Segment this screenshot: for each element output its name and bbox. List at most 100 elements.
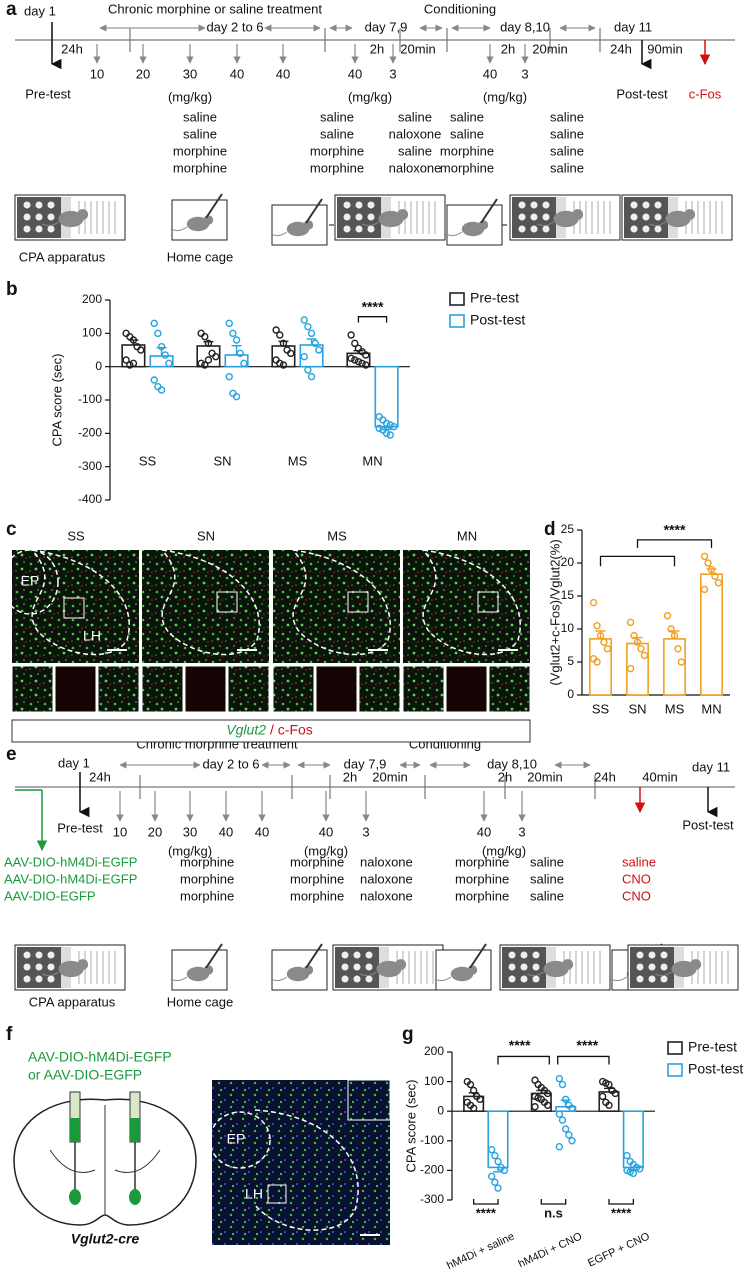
cpa-apparatus — [520, 963, 528, 971]
y-tick-label: -200 — [420, 1163, 444, 1177]
data-point — [375, 424, 383, 433]
cpa-apparatus — [47, 951, 55, 959]
image-title: MS — [327, 528, 347, 543]
cpa-apparatus — [343, 213, 351, 221]
group-label: saline — [550, 126, 584, 141]
data-point — [605, 1101, 613, 1109]
data-point — [229, 329, 237, 338]
syringe — [205, 943, 223, 969]
data-point — [600, 638, 608, 646]
significance-bracket — [636, 539, 713, 548]
cpa-apparatus — [23, 225, 31, 233]
group-label: morphine — [455, 854, 509, 869]
virus-label: AAV-DIO-EGFP — [4, 888, 96, 903]
syringe — [305, 198, 323, 224]
data-point — [304, 366, 312, 374]
mouse-icon — [360, 971, 377, 977]
group-label: morphine — [180, 854, 234, 869]
data-point — [161, 351, 169, 359]
cpa-apparatus — [355, 201, 363, 209]
cpa-apparatus — [35, 225, 43, 233]
data-point — [593, 658, 601, 666]
data-point — [714, 579, 723, 587]
data-point — [491, 1178, 499, 1186]
x-tick-label: SN — [213, 453, 231, 468]
data-point — [670, 631, 679, 640]
inset — [11, 665, 54, 713]
drug-label: CNO — [622, 888, 651, 903]
test-label: Pre-test — [25, 86, 71, 101]
group-label: morphine — [455, 871, 509, 886]
x-tick-label: hM4Di + saline — [445, 1230, 516, 1272]
data-point — [491, 1151, 499, 1160]
cpa-apparatus — [353, 975, 361, 983]
panel-label: f — [6, 1024, 13, 1045]
roi-box — [216, 591, 238, 613]
mouse-icon — [527, 971, 544, 977]
cpa-apparatus — [542, 213, 550, 221]
group-label: morphine — [440, 160, 494, 175]
group-label: naloxone — [360, 888, 413, 903]
mouse-icon — [553, 210, 579, 228]
legend-swatch — [667, 1041, 683, 1055]
cpa-apparatus — [367, 225, 375, 233]
group-label: morphine — [290, 871, 344, 886]
group-label: saline — [183, 109, 217, 124]
dose-label: 40 — [483, 66, 497, 81]
y-axis-label: CPA score (sec) — [403, 1080, 418, 1173]
inset — [488, 665, 531, 713]
data-point — [382, 419, 391, 428]
dose-label: 30 — [183, 66, 197, 81]
group-label: saline — [320, 126, 354, 141]
data-point — [531, 1103, 539, 1111]
y-tick-label: 0 — [437, 1103, 444, 1117]
cpa-apparatus — [660, 951, 668, 959]
data-point — [225, 372, 233, 381]
mouse-icon — [203, 965, 214, 975]
data-point — [629, 1169, 638, 1178]
y-axis-label: CPA score (sec) — [49, 354, 64, 447]
group-label: saline — [398, 109, 432, 124]
interval-label: 20min — [527, 769, 562, 784]
data-point — [561, 1125, 570, 1133]
data-point — [677, 658, 686, 666]
cpa-apparatus — [23, 201, 31, 209]
data-point — [630, 631, 638, 640]
interval-label: 2h — [498, 769, 512, 784]
region-outline — [161, 549, 260, 656]
cpa-apparatus — [518, 225, 526, 233]
group-label: morphine — [173, 160, 227, 175]
mouse-icon — [186, 966, 210, 982]
mouse-icon — [610, 976, 628, 982]
mouse-icon — [270, 231, 288, 237]
data-point — [276, 359, 284, 368]
x-tick-label: EGFP + CNO — [586, 1230, 652, 1269]
panel-label: d — [544, 519, 556, 540]
mouse-icon — [58, 960, 84, 978]
data-point — [279, 339, 288, 348]
day-label: day 11 — [692, 759, 730, 774]
region-label: LH — [83, 628, 101, 644]
y-tick-label: 0 — [95, 359, 102, 373]
cpa-apparatus — [642, 225, 650, 233]
group-label: morphine — [290, 888, 344, 903]
data-point — [129, 336, 138, 344]
data-point — [555, 1110, 564, 1118]
inset — [141, 665, 184, 713]
dose-label: 20 — [136, 66, 150, 81]
mouse-icon — [467, 965, 478, 975]
cpa-apparatus — [508, 951, 516, 959]
data-point — [626, 664, 635, 673]
cpa-apparatus — [530, 225, 538, 233]
mouse-icon — [378, 210, 404, 228]
data-point — [494, 1157, 502, 1166]
dose-label: 40 — [255, 824, 269, 839]
y-tick-label: 100 — [424, 1074, 444, 1088]
data-point — [351, 339, 359, 348]
data-point — [633, 638, 642, 646]
day-label: day 8,10 — [500, 19, 550, 34]
data-point — [568, 1137, 576, 1145]
data-point — [558, 1080, 567, 1089]
data-point — [347, 331, 355, 339]
